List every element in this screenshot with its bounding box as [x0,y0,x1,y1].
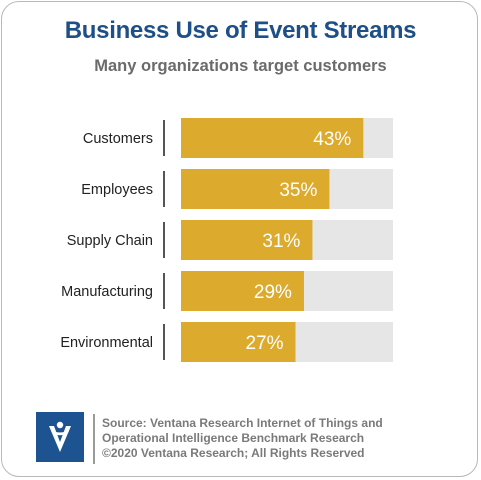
bar-value-label: 31% [262,231,300,252]
chart-subtitle: Many organizations target customers [94,57,387,75]
category-label: Employees [81,182,153,198]
category-tick [163,120,165,156]
bar-value-label: 35% [279,180,317,201]
category-tick [163,324,165,360]
footer-divider [93,414,95,464]
chart-title: Business Use of Event Streams [64,17,417,44]
bar-chart: 43% Customers 35% Employees 31% Supply Chain 2… [60,118,393,362]
bar [181,220,313,260]
bar-value-label: 43% [313,129,351,150]
bar [181,322,296,362]
category-label: Customers [83,131,153,147]
category-tick [163,273,165,309]
source-note: Source: Ventana Research Internet of Thi… [102,416,383,461]
category-label: Supply Chain [67,233,153,249]
source-line: ©2020 Ventana Research; All Rights Reser… [102,446,365,460]
category-label: Manufacturing [61,284,153,300]
bar [181,169,330,209]
category-tick [163,222,165,258]
bar [181,118,364,158]
source-line: Operational Intelligence Benchmark Resea… [102,431,365,445]
bar-value-label: 29% [254,282,292,303]
bar [181,271,304,311]
category-tick [163,171,165,207]
bar-value-label: 27% [245,333,283,354]
category-label: Environmental [60,335,153,351]
source-line: Source: Ventana Research Internet of Thi… [102,416,383,430]
ventana-logo-icon [36,412,84,462]
